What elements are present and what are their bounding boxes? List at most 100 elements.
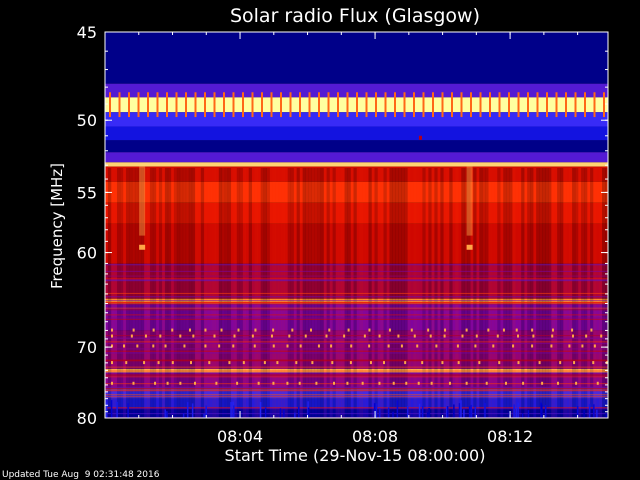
spike-dot xyxy=(405,381,408,385)
spike-dot xyxy=(204,328,207,332)
carrier-tick xyxy=(232,92,235,118)
carrier-tick xyxy=(441,92,444,118)
spike-dot xyxy=(233,334,236,338)
low-band-spike xyxy=(470,404,472,418)
y-tick-label: 50 xyxy=(77,111,97,130)
spike-dot xyxy=(242,361,245,365)
carrier-tick xyxy=(175,92,178,118)
spike-dot xyxy=(254,328,257,332)
isolated-spot xyxy=(418,135,422,140)
carrier-tick xyxy=(261,92,263,118)
low-band-spike xyxy=(379,408,381,418)
spike-dot xyxy=(111,328,113,332)
spike-dot xyxy=(551,334,554,338)
interference-line xyxy=(105,264,608,266)
spike-dot xyxy=(474,344,477,348)
chart-title: Solar radio Flux (Glasgow) xyxy=(230,5,480,27)
spike-dot xyxy=(465,328,468,332)
interference-line xyxy=(105,337,608,339)
spike-dot xyxy=(343,334,346,338)
interference-line xyxy=(105,348,608,350)
low-band-spike xyxy=(105,402,108,418)
spike-dot xyxy=(457,361,460,365)
plot-frame xyxy=(104,31,609,419)
low-band-spike xyxy=(110,400,113,418)
low-band-spike xyxy=(544,404,547,418)
frequency-band xyxy=(105,162,608,167)
low-band-spike xyxy=(298,407,300,418)
low-band-spike xyxy=(127,403,129,418)
spike-dot xyxy=(573,361,576,365)
low-band-spike xyxy=(375,403,378,418)
spike-dot xyxy=(288,334,291,338)
spike-dot xyxy=(154,381,157,385)
updated-timestamp: Updated Tue Aug 9 02:31:48 2016 xyxy=(2,470,160,480)
frequency-band xyxy=(105,181,608,203)
spike-dot xyxy=(575,381,578,385)
low-band-spike xyxy=(259,402,262,418)
interference-line xyxy=(105,275,608,277)
low-band-spike xyxy=(468,406,471,418)
spike-dot xyxy=(400,344,403,348)
interference-line xyxy=(105,408,608,410)
spike-dot xyxy=(478,361,481,365)
spike-dot xyxy=(502,328,505,332)
spike-dot xyxy=(270,334,273,338)
spike-dot xyxy=(475,334,478,338)
spike-dot xyxy=(461,334,464,338)
low-band-spike xyxy=(474,406,477,418)
spike-dot xyxy=(443,334,446,338)
carrier-tick xyxy=(270,92,273,118)
carrier-tick xyxy=(593,92,596,118)
spike-dot xyxy=(378,334,381,338)
frequency-band xyxy=(105,166,608,182)
spike-dot xyxy=(349,361,352,365)
low-band-spike xyxy=(484,403,486,418)
spike-dot xyxy=(190,361,192,365)
low-band-spike xyxy=(392,411,394,418)
low-band-spike xyxy=(387,407,390,418)
spike-dot xyxy=(387,344,390,348)
spike-dot xyxy=(427,328,430,332)
interference-line xyxy=(105,350,608,352)
spike-dot xyxy=(556,381,559,385)
interference-line xyxy=(105,376,608,378)
carrier-tick xyxy=(327,92,330,118)
spike-dot xyxy=(369,361,372,365)
low-band-spike xyxy=(458,403,461,418)
carrier-tick xyxy=(346,92,349,118)
carrier-tick xyxy=(337,92,339,118)
spike-dot xyxy=(550,344,553,348)
spike-dot xyxy=(448,381,451,385)
spike-dot xyxy=(309,328,312,332)
spike-dot xyxy=(330,344,333,348)
interference-line xyxy=(105,413,608,415)
low-band-spike xyxy=(453,404,455,418)
spike-dot xyxy=(496,334,499,338)
x-tick-label: 08:08 xyxy=(352,427,398,446)
spike-dot xyxy=(276,361,279,365)
spike-dot xyxy=(304,334,307,338)
spike-dot xyxy=(416,344,419,348)
carrier-tick xyxy=(223,92,225,118)
spike-dot xyxy=(251,334,254,338)
spike-dot xyxy=(237,328,240,332)
interference-line xyxy=(105,360,608,362)
carrier-tick xyxy=(137,92,140,118)
spike-dot xyxy=(388,328,391,332)
spike-dot xyxy=(417,381,420,385)
spike-dot xyxy=(333,381,336,385)
spike-dot xyxy=(263,361,266,365)
y-tick-label: 55 xyxy=(77,183,97,202)
interference-line xyxy=(105,300,608,302)
carrier-tick xyxy=(166,92,168,118)
interference-line xyxy=(105,389,608,391)
spike-dot xyxy=(123,344,126,348)
interference-line xyxy=(105,394,608,396)
low-band-spike xyxy=(515,407,517,418)
spike-dot xyxy=(192,334,195,338)
carrier-tick xyxy=(156,92,159,118)
interference-line xyxy=(105,296,608,298)
low-band-spike xyxy=(182,413,185,418)
carrier-tick xyxy=(565,92,567,118)
